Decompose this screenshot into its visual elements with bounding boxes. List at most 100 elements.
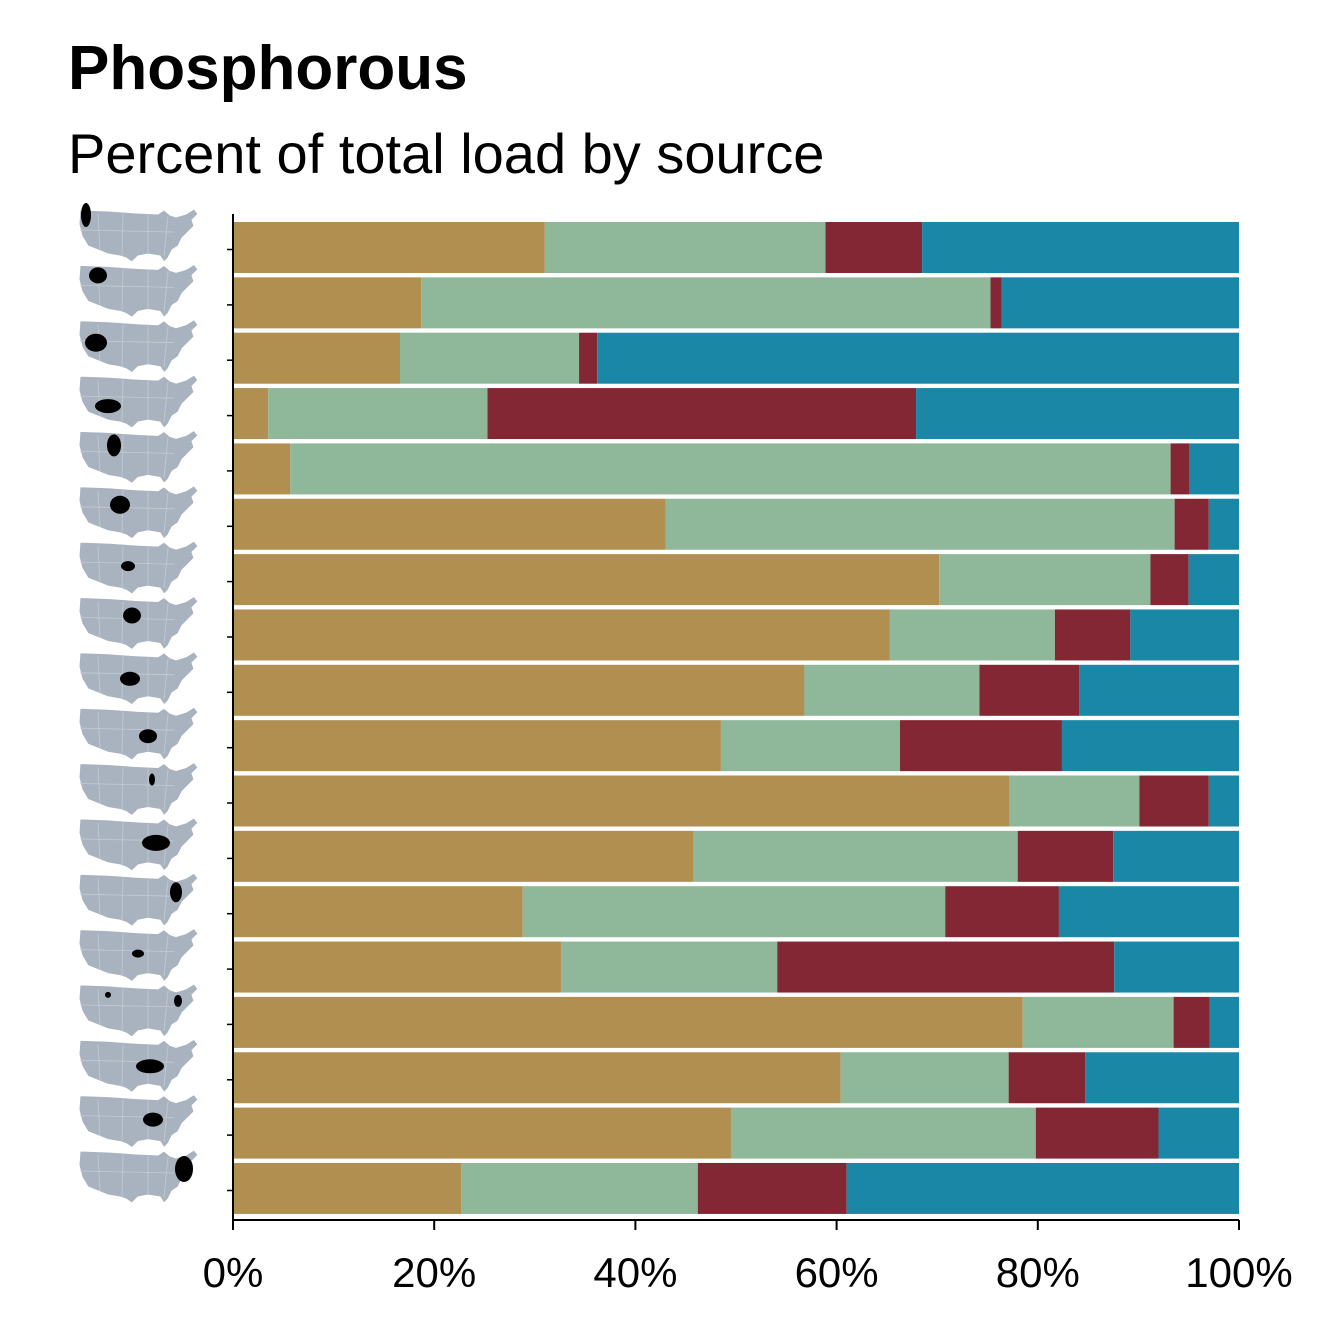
- bar-segment-4-row-9: [1079, 664, 1239, 716]
- bar-segment-3-row-3: [579, 332, 598, 384]
- x-tick-label-4: 60%: [795, 1249, 879, 1296]
- x-tick-label-6: 100%: [1185, 1249, 1292, 1296]
- axes: 0% 20% 40% 60% 80% 100%: [203, 214, 1293, 1296]
- bar-segment-1-row-17: [233, 1107, 731, 1159]
- us-map-region-icon: [78, 429, 199, 485]
- us-map-region-icon: [78, 817, 199, 872]
- bar-segment-1-row-3: [233, 332, 400, 384]
- bar-segment-1-row-18: [233, 1162, 462, 1214]
- bar-segment-2-row-15: [1022, 996, 1174, 1048]
- bar-segment-2-row-11: [1009, 775, 1140, 827]
- bar-segment-1-row-2: [233, 277, 422, 329]
- bar-segment-1-row-12: [233, 830, 694, 882]
- us-map-region-icon: [78, 927, 199, 983]
- bar-segment-1-row-13: [233, 886, 523, 938]
- bar-segment-4-row-17: [1158, 1107, 1239, 1159]
- us-map-region-icon: [78, 263, 199, 319]
- bar-segment-3-row-6: [1174, 498, 1209, 550]
- region-maps: [78, 203, 199, 1204]
- bar-segment-4-row-15: [1209, 996, 1239, 1048]
- us-map-region-icon: [78, 374, 199, 429]
- x-tick-label-5: 80%: [996, 1249, 1080, 1296]
- bar-segment-3-row-8: [1054, 609, 1131, 661]
- x-tick-label-1: 0%: [203, 1249, 264, 1296]
- bar-segment-3-row-18: [697, 1162, 847, 1214]
- bar-segment-3-row-9: [979, 664, 1080, 716]
- bar-segment-3-row-7: [1150, 554, 1189, 606]
- bar-segment-4-row-13: [1058, 886, 1239, 938]
- bar-segment-2-row-3: [400, 332, 580, 384]
- bar-segment-3-row-12: [1017, 830, 1114, 882]
- bar-segment-3-row-10: [899, 720, 1062, 772]
- bars: [233, 222, 1239, 1214]
- x-tick-label-3: 40%: [593, 1249, 677, 1296]
- us-map-region-icon: [78, 983, 199, 1038]
- bar-segment-3-row-11: [1139, 775, 1209, 827]
- bar-segment-3-row-17: [1035, 1107, 1159, 1159]
- bar-segment-4-row-7: [1188, 554, 1239, 606]
- bar-segment-1-row-14: [233, 941, 561, 993]
- bar-segment-2-row-14: [560, 941, 778, 993]
- x-tick-label-2: 20%: [392, 1249, 476, 1296]
- bar-segment-2-row-18: [461, 1162, 698, 1214]
- bar-segment-3-row-4: [487, 388, 917, 440]
- us-map-region-icon: [78, 319, 199, 374]
- chart-title: Phosphorous: [68, 34, 468, 103]
- bar-segment-2-row-13: [522, 886, 946, 938]
- us-map-region-icon: [78, 203, 199, 263]
- us-map-region-icon: [78, 706, 199, 761]
- bar-segment-1-row-9: [233, 664, 805, 716]
- bar-segment-4-row-14: [1114, 941, 1239, 993]
- bar-segment-2-row-5: [290, 443, 1171, 495]
- bar-segment-1-row-5: [233, 443, 291, 495]
- bar-segment-1-row-1: [233, 222, 545, 273]
- us-map-region-icon: [78, 761, 199, 817]
- bar-segment-1-row-8: [233, 609, 890, 661]
- bar-segment-2-row-2: [421, 277, 991, 329]
- bar-segment-2-row-8: [889, 609, 1055, 661]
- chart-subtitle: Percent of total load by source: [68, 122, 825, 185]
- bar-segment-2-row-6: [665, 498, 1175, 550]
- us-map-region-icon: [78, 1093, 199, 1149]
- bar-segment-1-row-11: [233, 775, 1010, 827]
- bar-segment-4-row-10: [1061, 720, 1239, 772]
- bar-segment-4-row-12: [1113, 830, 1239, 882]
- bar-segment-4-row-11: [1208, 775, 1239, 827]
- bar-segment-4-row-16: [1085, 1052, 1239, 1104]
- bar-segment-4-row-4: [916, 388, 1239, 440]
- bar-segment-4-row-8: [1130, 609, 1239, 661]
- bar-segment-2-row-1: [544, 222, 826, 273]
- bar-segment-1-row-16: [233, 1052, 841, 1104]
- bar-segment-3-row-2: [990, 277, 1002, 329]
- us-map-region-icon: [78, 1038, 199, 1094]
- bar-segment-3-row-14: [777, 941, 1115, 993]
- us-map-region-icon: [78, 651, 199, 706]
- us-map-region-icon: [78, 595, 199, 651]
- bar-segment-4-row-1: [922, 222, 1239, 273]
- bar-segment-3-row-5: [1170, 443, 1190, 495]
- bar-segment-2-row-12: [693, 830, 1018, 882]
- bar-segment-2-row-7: [939, 554, 1151, 606]
- bar-segment-1-row-4: [233, 388, 269, 440]
- us-map-region-icon: [78, 540, 199, 595]
- bar-segment-4-row-3: [597, 332, 1239, 384]
- bar-segment-3-row-13: [945, 886, 1059, 938]
- us-map-region-icon: [78, 485, 199, 540]
- bar-segment-2-row-10: [720, 720, 900, 772]
- bar-segment-1-row-15: [233, 996, 1023, 1048]
- bar-segment-1-row-7: [233, 554, 940, 606]
- bar-segment-4-row-18: [846, 1162, 1239, 1214]
- bar-segment-4-row-5: [1189, 443, 1239, 495]
- bar-segment-4-row-2: [1001, 277, 1239, 329]
- bar-segment-4-row-6: [1208, 498, 1239, 550]
- us-map-region-icon: [78, 1149, 199, 1204]
- bar-segment-2-row-9: [804, 664, 980, 716]
- bar-segment-3-row-15: [1173, 996, 1210, 1048]
- bar-segment-3-row-16: [1008, 1052, 1086, 1104]
- us-map-region-icon: [78, 872, 199, 927]
- bar-segment-3-row-1: [825, 222, 923, 273]
- bar-segment-2-row-17: [730, 1107, 1036, 1159]
- bar-segment-1-row-10: [233, 720, 721, 772]
- bar-segment-2-row-4: [268, 388, 488, 440]
